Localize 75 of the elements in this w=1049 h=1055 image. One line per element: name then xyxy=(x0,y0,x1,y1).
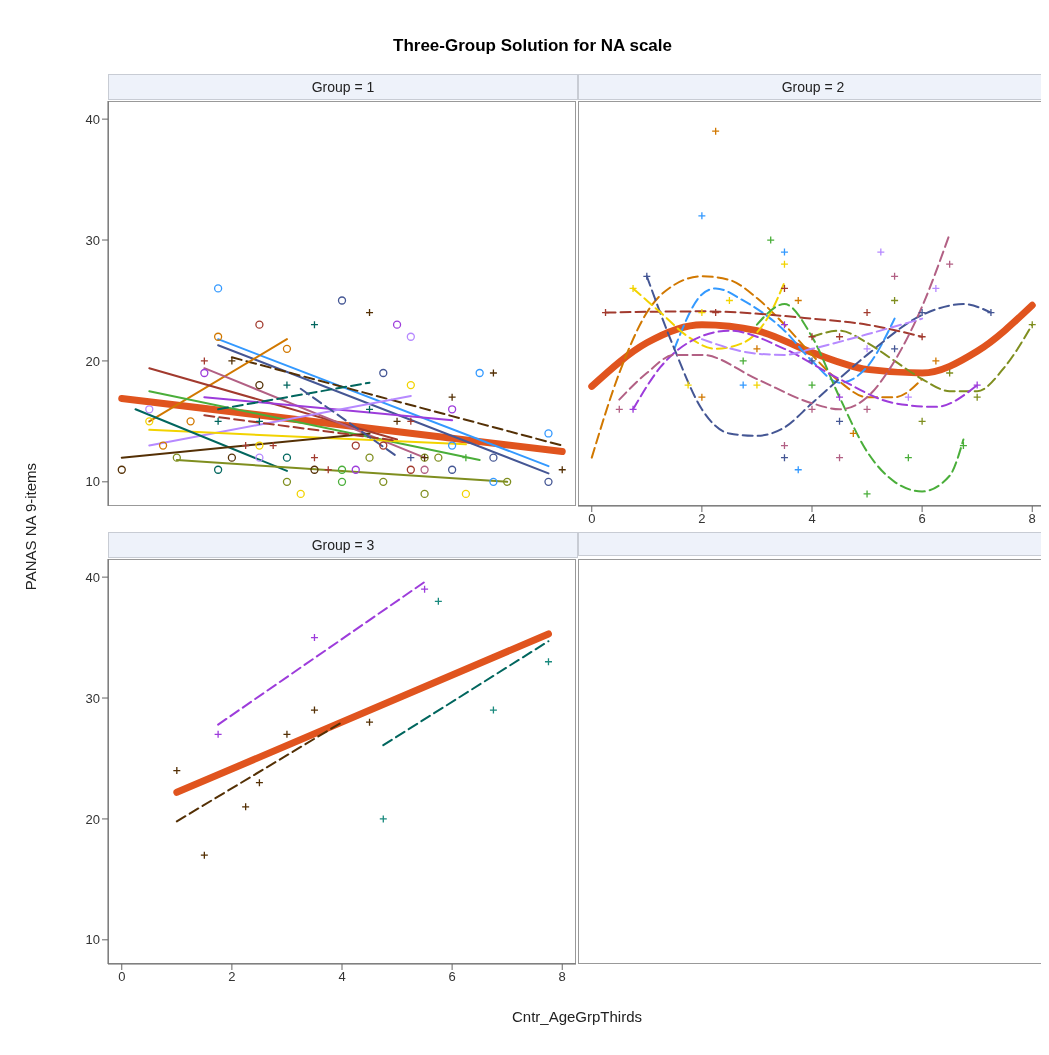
y-tick-label: 40 xyxy=(85,569,100,585)
point xyxy=(282,477,292,486)
point xyxy=(807,380,817,390)
point xyxy=(945,368,954,378)
point xyxy=(406,332,415,341)
point xyxy=(365,453,374,462)
point xyxy=(447,441,457,450)
point xyxy=(337,477,347,486)
point xyxy=(213,284,223,293)
y-tick-label: 30 xyxy=(85,690,100,706)
x-tick-label: 6 xyxy=(448,969,456,985)
y-tick-label: 20 xyxy=(85,811,100,827)
y-tick-label: 10 xyxy=(85,474,100,490)
point xyxy=(406,380,415,390)
x-tick-label: 2 xyxy=(228,969,236,985)
point xyxy=(379,477,388,486)
chart-subtitle: Group = 3 xyxy=(108,532,578,558)
point xyxy=(447,465,457,474)
x-tick-label: 4 xyxy=(338,969,346,985)
chart-subtitle: Group = 2 xyxy=(780,78,846,97)
point xyxy=(420,489,429,499)
point xyxy=(544,477,553,486)
point xyxy=(489,705,498,715)
point xyxy=(739,356,748,366)
point xyxy=(282,344,292,353)
point xyxy=(420,465,429,474)
point xyxy=(379,368,388,378)
x-tick-label: 4 xyxy=(808,511,816,527)
point xyxy=(172,453,181,462)
point xyxy=(489,477,498,486)
point xyxy=(862,489,872,499)
x-tick-label: 0 xyxy=(118,969,126,985)
point xyxy=(200,368,209,378)
point xyxy=(186,417,195,426)
point xyxy=(862,344,872,353)
y-tick-label: 40 xyxy=(85,111,100,127)
chart-title: Three-Group Solution for NA scale xyxy=(392,36,673,56)
y-tick-label: 30 xyxy=(85,232,100,248)
point xyxy=(337,465,347,474)
point xyxy=(503,477,512,486)
point xyxy=(213,465,223,474)
point xyxy=(780,247,789,257)
point xyxy=(544,429,553,438)
point xyxy=(282,453,292,462)
point xyxy=(379,814,388,824)
point xyxy=(461,489,471,499)
chart-subtitle: Group = 1 xyxy=(108,74,578,100)
x-tick-label: 8 xyxy=(558,969,566,985)
point xyxy=(255,441,264,450)
x-tick-label: 6 xyxy=(918,511,926,527)
point xyxy=(255,453,264,462)
point xyxy=(145,405,154,414)
point xyxy=(337,296,347,305)
x-tick-label: 0 xyxy=(588,511,596,527)
point xyxy=(434,453,443,462)
point xyxy=(296,489,305,499)
point xyxy=(392,320,402,329)
point xyxy=(766,235,775,245)
point xyxy=(489,453,498,462)
point xyxy=(447,405,457,414)
point xyxy=(145,417,154,426)
x-axis-title: Cntr_AgeGrpThirds xyxy=(510,1008,644,1025)
point xyxy=(876,247,885,257)
y-axis-title: PANAS NA 9-items xyxy=(21,461,39,593)
point xyxy=(158,441,168,450)
point xyxy=(310,705,319,715)
y-tick-label: 20 xyxy=(85,353,100,369)
x-tick-label: 8 xyxy=(1028,511,1036,527)
y-tick-label: 10 xyxy=(85,932,100,948)
point xyxy=(917,417,927,426)
point xyxy=(213,332,223,341)
point xyxy=(489,368,498,378)
x-tick-label: 2 xyxy=(698,511,706,527)
point xyxy=(351,465,360,474)
point xyxy=(475,368,484,378)
